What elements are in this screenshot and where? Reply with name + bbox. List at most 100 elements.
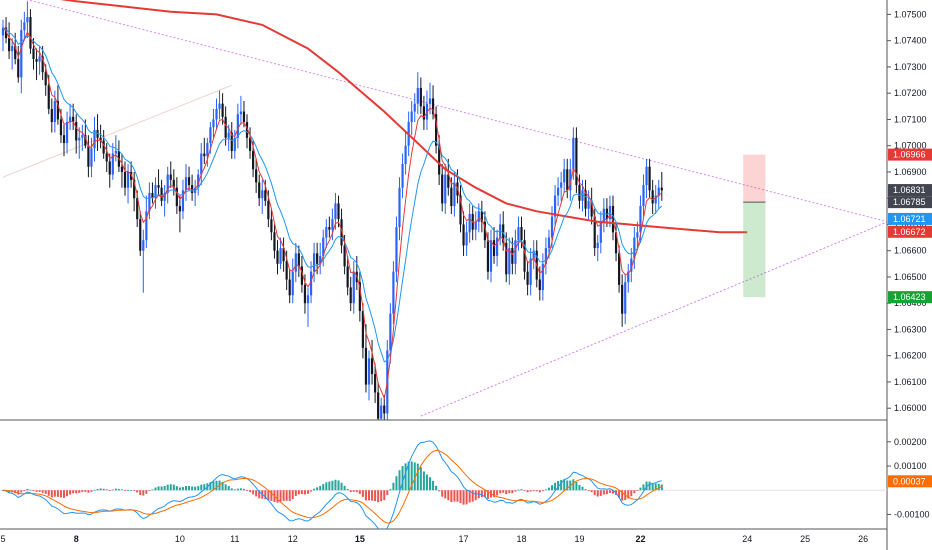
macd-histogram-bar bbox=[142, 490, 145, 496]
macd-histogram-bar bbox=[377, 490, 380, 503]
time-tick-label: 24 bbox=[742, 534, 752, 544]
macd-histogram-bar bbox=[456, 490, 459, 502]
macd-histogram-bar bbox=[294, 490, 297, 497]
candle-body bbox=[81, 135, 84, 138]
macd-histogram-bar bbox=[307, 490, 309, 494]
candle-body bbox=[105, 153, 108, 162]
macd-histogram-bar bbox=[584, 489, 587, 491]
macd-histogram-bar bbox=[157, 486, 160, 491]
macd-histogram-bar bbox=[252, 490, 255, 495]
macd-histogram-bar bbox=[310, 490, 313, 492]
candle-body bbox=[505, 242, 508, 275]
macd-histogram-bar bbox=[50, 490, 53, 498]
macd-histogram-bar bbox=[392, 482, 395, 491]
macd-histogram-bar bbox=[453, 490, 456, 502]
macd-histogram-bar bbox=[148, 490, 151, 492]
candle-body bbox=[447, 174, 450, 188]
macd-histogram-bar bbox=[84, 490, 87, 492]
candle-body bbox=[69, 116, 72, 123]
candle-body bbox=[569, 169, 572, 191]
macd-histogram-bar bbox=[474, 490, 477, 501]
macd-histogram-bar bbox=[270, 490, 273, 501]
macd-histogram-bar bbox=[145, 490, 148, 494]
macd-histogram-bar bbox=[133, 490, 136, 492]
macd-tick-label: 0.00100 bbox=[894, 461, 927, 471]
macd-histogram-bar bbox=[654, 483, 657, 491]
macd-histogram-bar bbox=[371, 490, 374, 501]
candle-body bbox=[325, 227, 328, 238]
candle-body bbox=[410, 111, 413, 123]
macd-histogram-bar bbox=[154, 487, 157, 491]
macd-histogram-bar bbox=[581, 486, 584, 491]
candle-body bbox=[136, 198, 139, 220]
candle-body bbox=[53, 101, 56, 123]
time-tick-label: 25 bbox=[800, 534, 810, 544]
macd-histogram-bar bbox=[53, 490, 56, 497]
macd-histogram-bar bbox=[276, 490, 279, 503]
macd-histogram-bar bbox=[587, 490, 590, 492]
macd-histogram-bar bbox=[78, 490, 81, 493]
macd-histogram-bar bbox=[285, 490, 288, 501]
macd-histogram-bar bbox=[90, 490, 93, 492]
macd-histogram-bar bbox=[20, 490, 23, 493]
candle-body bbox=[431, 98, 435, 115]
candle-body bbox=[236, 114, 239, 138]
candle-body bbox=[35, 59, 38, 62]
price-tick-label: 1.07500 bbox=[894, 9, 927, 19]
macd-histogram-bar bbox=[93, 489, 96, 491]
candle-body bbox=[383, 405, 386, 414]
macd-histogram-bar bbox=[425, 474, 428, 491]
candle-body bbox=[596, 242, 599, 249]
candle-body bbox=[358, 282, 361, 312]
macd-histogram-bar bbox=[151, 489, 154, 491]
candle-body bbox=[102, 140, 105, 154]
candle-body bbox=[529, 258, 532, 285]
candle-body bbox=[255, 169, 258, 183]
candle-body bbox=[496, 237, 499, 256]
candle-body bbox=[313, 253, 316, 272]
candle-body bbox=[224, 116, 227, 138]
candle-body bbox=[20, 30, 23, 78]
macd-histogram-bar bbox=[599, 490, 602, 496]
candle-body bbox=[187, 177, 191, 186]
macd-histogram-bar bbox=[288, 490, 291, 502]
ma-fast-red bbox=[2, 27, 663, 401]
macd-histogram-bar bbox=[575, 481, 578, 491]
candle-body bbox=[157, 185, 160, 188]
macd-histogram-bar bbox=[230, 488, 233, 491]
price-tick-label: 1.06900 bbox=[894, 167, 927, 177]
macd-histogram-bar bbox=[41, 490, 44, 493]
candle-body bbox=[181, 190, 185, 212]
candle-body bbox=[340, 219, 343, 246]
macd-histogram-bar bbox=[441, 490, 444, 497]
candle-body bbox=[123, 171, 127, 188]
macd-histogram-bar bbox=[505, 490, 508, 495]
macd-histogram-bar bbox=[642, 484, 645, 491]
macd-histogram-bar bbox=[130, 489, 133, 491]
macd-histogram-bar bbox=[520, 489, 523, 491]
macd-histogram-bar bbox=[651, 482, 654, 491]
macd-histogram-bar bbox=[200, 484, 203, 491]
ma-slow-red bbox=[59, 0, 748, 234]
macd-histogram-bar bbox=[660, 484, 663, 491]
macd-histogram-bar bbox=[69, 490, 72, 495]
macd-histogram-bar bbox=[404, 463, 407, 491]
macd-histogram-bar bbox=[355, 490, 358, 493]
macd-pane bbox=[0, 440, 887, 529]
macd-histogram-bar bbox=[368, 490, 370, 501]
candle-body bbox=[419, 87, 422, 107]
candle-body bbox=[624, 282, 627, 314]
macd-badge-text: 0.00037 bbox=[893, 476, 926, 486]
candle-body bbox=[267, 200, 270, 220]
candle-body bbox=[139, 219, 142, 251]
price-tick-label: 1.06000 bbox=[894, 403, 927, 413]
macd-histogram-bar bbox=[566, 480, 569, 491]
candle-body bbox=[306, 295, 310, 304]
candle-body bbox=[477, 211, 480, 222]
macd-histogram-bar bbox=[429, 477, 431, 491]
macd-histogram-bar bbox=[303, 490, 306, 495]
macd-histogram-bar bbox=[450, 490, 453, 503]
macd-histogram-bar bbox=[120, 489, 123, 491]
candle-body bbox=[465, 232, 468, 246]
